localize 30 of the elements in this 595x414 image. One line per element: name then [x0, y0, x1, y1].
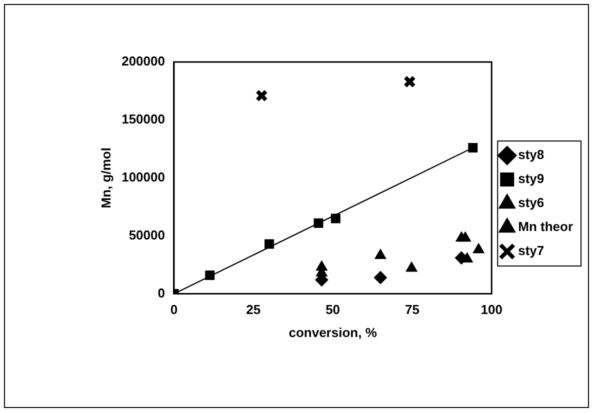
y-tick-label: 100000	[122, 169, 165, 184]
legend-label: sty9	[518, 171, 544, 186]
point	[468, 143, 478, 153]
legend-label: Mn theor	[518, 219, 574, 234]
legend-label: sty6	[518, 195, 544, 210]
point	[330, 214, 340, 224]
x-tick-label: 25	[246, 302, 261, 318]
point	[406, 262, 418, 272]
point	[255, 89, 268, 102]
point	[374, 249, 386, 260]
point	[205, 270, 215, 280]
point	[314, 218, 324, 228]
x-tick-label: 75	[404, 302, 420, 318]
legend-label: sty8	[518, 147, 544, 162]
y-axis-title: Mn, g/mol	[98, 148, 114, 208]
x-tick-label: 50	[326, 302, 340, 318]
point	[472, 243, 484, 254]
point	[316, 260, 328, 271]
point	[264, 239, 274, 249]
y-tick-label: 200000	[122, 54, 165, 69]
y-tick-label: 150000	[122, 112, 165, 127]
point	[374, 271, 387, 284]
point	[403, 75, 416, 88]
x-tick-label: 100	[480, 302, 502, 318]
legend-label: sty7	[518, 243, 544, 258]
point	[456, 232, 468, 242]
x-axis-title: conversion, %	[288, 324, 378, 340]
y-tick-label: 50000	[128, 227, 165, 242]
y-tick-label: 0	[158, 285, 165, 300]
x-tick-label: 0	[170, 302, 178, 318]
